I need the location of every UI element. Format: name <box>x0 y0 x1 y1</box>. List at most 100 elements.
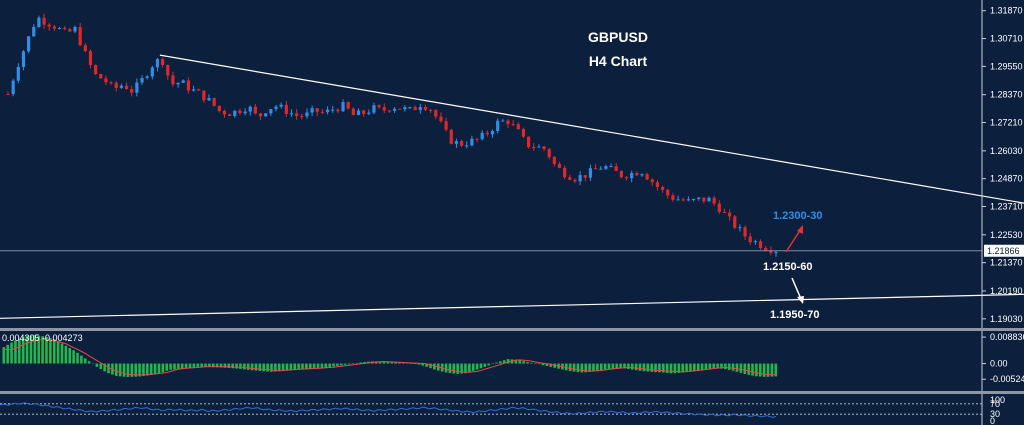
macd-bar <box>138 363 141 377</box>
candle-body <box>269 109 273 114</box>
pane-separator-2 <box>0 391 1024 394</box>
candle-body <box>207 97 211 101</box>
macd-bar <box>180 363 184 369</box>
macd-bar <box>572 363 576 372</box>
candle-body <box>289 113 294 115</box>
macd-bar <box>130 363 134 377</box>
macd-bar <box>646 363 650 372</box>
macd-bar <box>56 341 60 364</box>
rsi-tick-label: 0 <box>990 416 995 425</box>
candle-body <box>604 166 608 169</box>
candle-body <box>37 17 41 27</box>
macd-bar <box>211 363 215 368</box>
macd-bar <box>766 363 770 377</box>
candle-body <box>346 102 350 109</box>
candle-body <box>331 109 335 111</box>
current-zone-label: 1.2150-60 <box>763 261 813 273</box>
macd-bar <box>343 363 347 365</box>
candle-body <box>630 172 634 179</box>
macd-bar <box>312 363 316 369</box>
macd-bar <box>708 363 712 369</box>
macd-bar <box>359 362 363 364</box>
candle-body <box>516 124 520 130</box>
candle-body <box>284 104 288 114</box>
candle-body <box>341 102 345 112</box>
candle-body <box>733 216 737 228</box>
macd-bar <box>611 363 615 369</box>
price-tick-label: 1.28370 <box>990 90 1023 100</box>
price-tick-label: 1.29550 <box>990 61 1023 71</box>
candle-body <box>552 157 556 164</box>
macd-bar <box>417 363 421 365</box>
candle-body <box>166 64 170 76</box>
candle-body <box>32 26 36 37</box>
trendline-support <box>0 293 1024 319</box>
candle-body <box>99 74 103 79</box>
macd-bar <box>685 363 688 373</box>
candle-body <box>150 67 154 77</box>
macd-bar <box>596 363 599 371</box>
candle-body <box>325 109 330 113</box>
candle-body <box>135 82 139 93</box>
macd-bar <box>429 363 432 369</box>
macd-bar <box>192 363 196 368</box>
candle-body <box>547 149 551 158</box>
candle-body <box>176 82 180 85</box>
candle-body <box>398 108 402 110</box>
macd-bar <box>627 363 630 370</box>
candle-body <box>202 90 206 101</box>
candle-body <box>47 24 51 27</box>
rsi-tick-label: 100 <box>990 395 1005 405</box>
candle-body <box>94 65 98 75</box>
candle-body <box>722 211 727 213</box>
candle-body <box>640 174 644 176</box>
macd-bar <box>630 363 634 370</box>
macd-bar <box>471 363 475 371</box>
candle-body <box>217 105 221 111</box>
macd-bar <box>165 363 169 371</box>
macd-bar <box>545 363 549 366</box>
macd-bar <box>704 363 708 370</box>
macd-bar <box>413 363 417 365</box>
candle-body <box>124 85 129 90</box>
macd-bar <box>340 363 343 366</box>
candle-body <box>557 163 562 168</box>
macd-bar <box>615 363 619 369</box>
candle-body <box>439 116 443 122</box>
candle-body <box>423 107 428 110</box>
candle-body <box>68 29 72 32</box>
macd-bar <box>153 363 157 375</box>
candle-body <box>52 26 56 29</box>
candle-body <box>408 107 412 109</box>
current-price-tag-box <box>984 244 1024 257</box>
macd-bar <box>440 363 444 372</box>
macd-bar <box>495 362 498 364</box>
macd-bar <box>95 363 99 367</box>
macd-bar <box>157 363 161 374</box>
macd-bar <box>576 363 580 373</box>
candle-body <box>655 182 660 187</box>
candle-body <box>145 76 149 78</box>
candles <box>6 13 778 257</box>
rsi-line <box>0 402 777 418</box>
macd-bar <box>568 363 572 372</box>
candle-body <box>6 93 10 95</box>
macd-bar <box>184 363 188 369</box>
macd-bar <box>336 363 339 366</box>
macd-bar <box>33 335 37 364</box>
macd-bar <box>227 363 231 368</box>
candle-body <box>310 108 314 113</box>
candle-body <box>465 145 469 147</box>
candle-body <box>243 111 247 114</box>
macd-bar <box>468 363 471 373</box>
candle-body <box>542 146 546 150</box>
up-arrow <box>785 225 803 253</box>
candle-body <box>568 177 572 180</box>
macd-bar <box>712 363 716 369</box>
candle-body <box>392 108 397 111</box>
candle-body <box>583 175 587 178</box>
macd-bar <box>177 363 180 369</box>
candle-body <box>537 146 541 148</box>
macd-bar <box>599 363 603 371</box>
macd-bar <box>305 363 308 370</box>
